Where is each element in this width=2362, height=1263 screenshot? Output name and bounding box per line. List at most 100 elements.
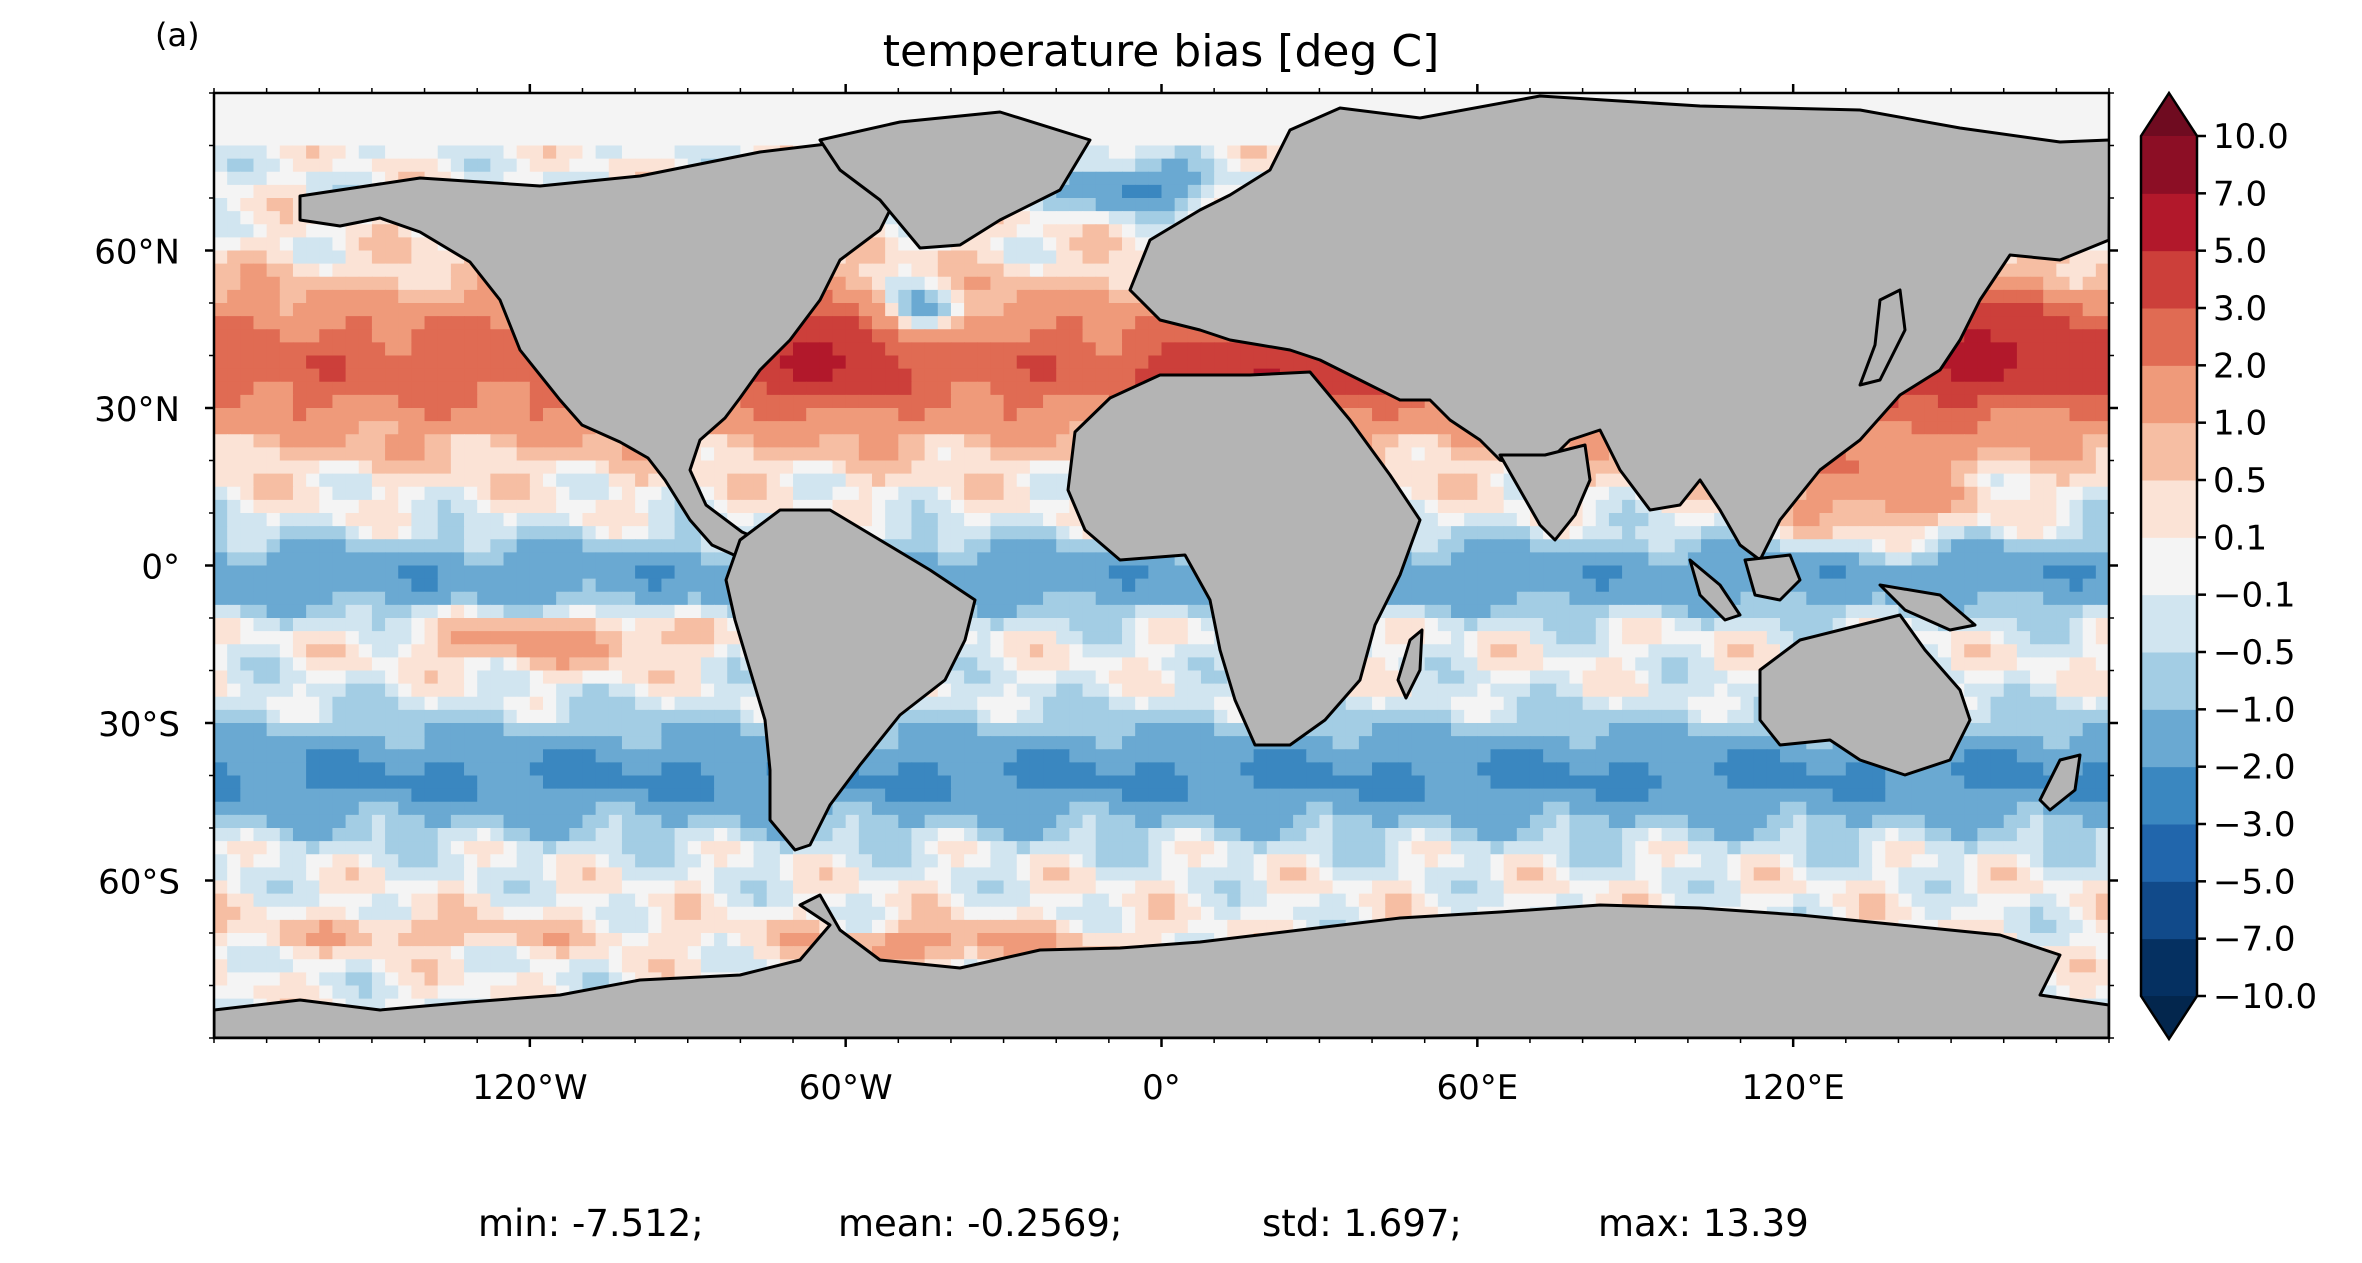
field-cell bbox=[2082, 368, 2097, 383]
field-cell bbox=[516, 145, 531, 160]
field-cell bbox=[214, 486, 228, 501]
field-cell bbox=[240, 119, 255, 133]
field-cell bbox=[411, 342, 426, 357]
field-cell bbox=[2043, 434, 2057, 448]
field-cell bbox=[1240, 342, 1255, 357]
field-cell bbox=[1148, 342, 1163, 357]
field-cell bbox=[437, 342, 452, 357]
field-cell bbox=[319, 132, 334, 147]
field-cell bbox=[806, 473, 820, 488]
field-cell bbox=[398, 447, 412, 462]
field-cell bbox=[793, 355, 807, 370]
field-cell bbox=[911, 250, 926, 265]
field-cell bbox=[1464, 447, 1478, 462]
field-cell bbox=[371, 93, 386, 107]
field-cell bbox=[292, 421, 307, 435]
field-cell bbox=[385, 145, 399, 160]
field-cell bbox=[1845, 93, 1860, 107]
field-cell bbox=[1174, 145, 1189, 160]
field-cell bbox=[1069, 368, 1084, 383]
field-cell bbox=[1358, 394, 1373, 409]
field-cell bbox=[924, 486, 939, 501]
field-cell bbox=[1635, 513, 1650, 527]
field-cell bbox=[950, 368, 965, 383]
field-cell bbox=[279, 237, 294, 252]
field-cell bbox=[845, 368, 860, 383]
field-cell bbox=[1082, 355, 1097, 370]
field-cell bbox=[214, 499, 228, 514]
field-cell bbox=[2003, 526, 2018, 540]
field-cell bbox=[1056, 434, 1070, 448]
field-cell bbox=[1003, 499, 1018, 514]
field-cell bbox=[292, 394, 307, 409]
field-cell bbox=[1003, 329, 1018, 343]
field-cell bbox=[950, 539, 965, 553]
field-cell bbox=[358, 119, 373, 133]
field-cell bbox=[332, 250, 347, 265]
field-cell bbox=[411, 381, 426, 396]
field-cell bbox=[1451, 539, 1465, 553]
field-cell bbox=[621, 526, 636, 540]
field-cell bbox=[858, 368, 873, 383]
field-cell bbox=[990, 263, 1005, 278]
field-cell bbox=[1095, 355, 1110, 370]
field-cell bbox=[1227, 342, 1242, 357]
field-cell bbox=[490, 526, 505, 540]
field-cell bbox=[490, 145, 505, 160]
field-cell bbox=[1608, 499, 1623, 514]
field-cell bbox=[2095, 473, 2109, 488]
field-cell bbox=[306, 460, 320, 475]
field-cell bbox=[635, 473, 649, 488]
field-cell bbox=[569, 132, 584, 147]
field-cell bbox=[858, 329, 873, 343]
field-cell bbox=[2069, 486, 2084, 501]
field-cell bbox=[542, 171, 557, 186]
field-cell bbox=[1108, 198, 1123, 212]
field-cell bbox=[2069, 499, 2084, 514]
field-cell bbox=[1477, 460, 1492, 475]
field-cell bbox=[2030, 303, 2044, 317]
field-cell bbox=[227, 539, 241, 553]
field-cell bbox=[542, 486, 557, 501]
field-cell bbox=[516, 381, 531, 396]
field-cell bbox=[1306, 106, 1321, 120]
field-cell bbox=[411, 93, 426, 107]
field-cell bbox=[253, 106, 268, 120]
field-cell bbox=[595, 526, 610, 540]
field-cell bbox=[1885, 473, 1900, 488]
field-cell bbox=[279, 526, 294, 540]
field-cell bbox=[279, 329, 294, 343]
field-cell bbox=[529, 526, 544, 540]
field-cell bbox=[2056, 355, 2071, 370]
field-cell bbox=[1937, 486, 1952, 501]
field-cell bbox=[1977, 394, 1992, 409]
field-cell bbox=[1858, 447, 1873, 462]
field-cell bbox=[1937, 394, 1952, 409]
field-cell bbox=[319, 289, 334, 304]
field-cell bbox=[1003, 263, 1018, 278]
field-cell bbox=[1872, 93, 1886, 107]
field-cell bbox=[1937, 106, 1952, 120]
field-cell bbox=[569, 119, 584, 133]
field-cell bbox=[608, 473, 623, 488]
field-cell bbox=[266, 263, 281, 278]
field-cell bbox=[319, 447, 334, 462]
field-cell bbox=[1306, 93, 1321, 107]
field-cell bbox=[1029, 381, 1044, 396]
field-cell bbox=[503, 408, 518, 422]
field-cell bbox=[806, 119, 820, 133]
field-cell bbox=[608, 119, 623, 133]
field-cell bbox=[2043, 276, 2057, 291]
field-cell bbox=[1095, 119, 1110, 133]
field-cell bbox=[1937, 421, 1952, 435]
field-cell bbox=[1424, 421, 1439, 435]
field-cell bbox=[477, 394, 491, 409]
field-cell bbox=[1477, 473, 1492, 488]
field-cell bbox=[2016, 434, 2031, 448]
field-cell bbox=[1135, 171, 1149, 186]
field-cell bbox=[779, 486, 794, 501]
field-cell bbox=[1200, 184, 1215, 199]
field-cell bbox=[398, 93, 412, 107]
field-cell bbox=[1214, 106, 1228, 120]
field-cell bbox=[845, 486, 860, 501]
